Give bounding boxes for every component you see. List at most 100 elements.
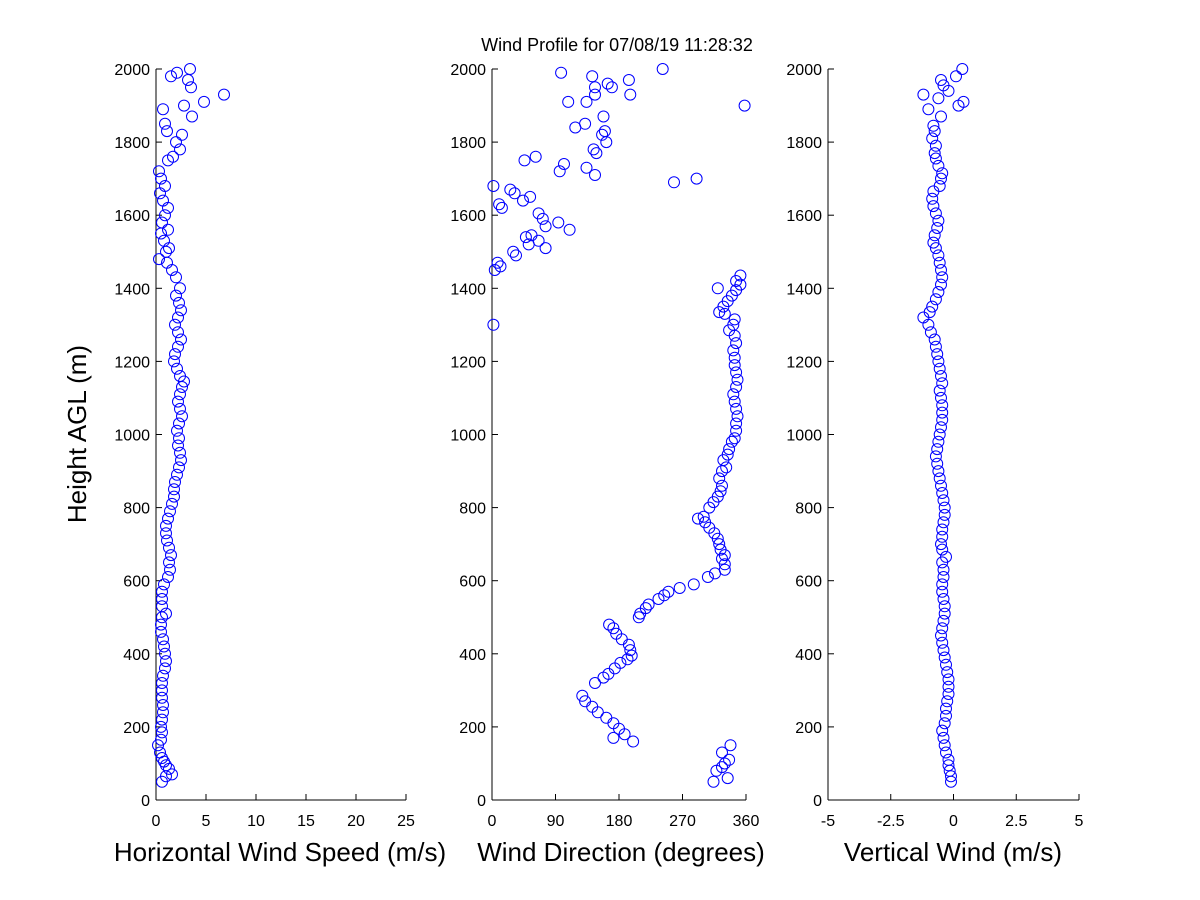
data-point [727, 344, 740, 357]
y-tick-label: 1000 [786, 428, 822, 445]
data-point [730, 366, 743, 379]
data-point [605, 81, 618, 94]
x-tick-label: 0 [152, 813, 161, 830]
data-point [589, 88, 601, 101]
data-point [162, 571, 174, 583]
data-point [175, 333, 187, 346]
data-point [940, 709, 952, 722]
data-point [929, 450, 942, 463]
x-tick-label: 270 [669, 813, 696, 830]
data-point [158, 234, 170, 247]
data-point [576, 689, 589, 702]
y-tick-label: 400 [459, 647, 486, 664]
y-tick-label: 600 [123, 574, 150, 591]
data-point [155, 618, 167, 631]
y-tick-label: 800 [123, 501, 150, 518]
data-point [936, 636, 949, 649]
data-point [155, 733, 167, 746]
data-point [587, 143, 600, 156]
data-point [662, 585, 675, 598]
data-point [494, 260, 507, 273]
data-point [580, 161, 593, 174]
y-tick-label: 1600 [114, 208, 150, 225]
data-point [517, 194, 529, 207]
data-point [933, 384, 946, 397]
data-point [720, 461, 733, 474]
y-tick-label: 1600 [786, 208, 822, 225]
data-point [157, 194, 169, 207]
data-point [173, 417, 185, 430]
y-tick-label: 200 [795, 720, 822, 737]
x-tick-label: 360 [733, 813, 760, 830]
data-point [488, 264, 501, 276]
data-point [154, 746, 166, 759]
data-point [931, 222, 944, 234]
y-tick-label: 2000 [450, 62, 486, 79]
data-point [171, 362, 183, 375]
data-point [166, 768, 178, 781]
data-point [917, 88, 930, 101]
y-tick-label: 600 [795, 574, 822, 591]
data-point [562, 95, 575, 108]
data-point [656, 63, 669, 75]
data-point [928, 125, 941, 138]
data-point [933, 428, 946, 441]
panel-wind-direction: Wind Direction (degrees) 0 200 400 600 800 10… [450, 62, 764, 867]
data-point [563, 223, 576, 236]
data-point [622, 74, 635, 86]
data-point [692, 512, 704, 525]
data-point [156, 677, 168, 689]
data-point [936, 530, 949, 543]
data-point [621, 653, 634, 666]
data-point [927, 200, 940, 213]
data-point [172, 439, 184, 452]
x-axis-label-horizontal-wind-speed: Horizontal Wind Speed (m/s) [114, 837, 446, 867]
data-point [728, 351, 741, 364]
data-point [507, 245, 520, 258]
data-point [172, 311, 184, 324]
data-point [610, 627, 623, 640]
data-point [935, 391, 947, 404]
data-point [928, 147, 941, 160]
data-point [727, 388, 740, 401]
data-point [508, 187, 521, 200]
data-point [938, 607, 951, 620]
data-point [933, 362, 946, 375]
x-tick-label: 5 [1075, 813, 1084, 830]
data-point [624, 644, 637, 657]
data-point [161, 534, 173, 547]
data-point [713, 538, 726, 551]
data-point [718, 307, 731, 320]
data-point [487, 318, 500, 331]
data-point [942, 688, 955, 700]
data-point [171, 468, 183, 481]
data-point [163, 541, 175, 554]
data-point [166, 497, 178, 510]
data-point [155, 172, 167, 185]
x-tick-label: -2.5 [877, 813, 905, 830]
x-tick-label: 0 [488, 813, 497, 830]
y-tick-label: 2000 [114, 62, 150, 79]
data-point [155, 720, 167, 733]
data-point [178, 99, 190, 112]
data-point [935, 172, 947, 185]
data-point [942, 759, 955, 772]
data-point [716, 746, 728, 759]
x-axis-label-vertical-wind: Vertical Wind (m/s) [844, 837, 1062, 867]
data-point [725, 435, 738, 448]
data-point [942, 673, 955, 686]
data-point [936, 724, 949, 737]
data-point [155, 625, 167, 638]
data-point [156, 593, 168, 605]
data-point [153, 165, 165, 178]
data-point [157, 699, 169, 711]
data-point [730, 402, 743, 415]
data-point [175, 304, 187, 317]
data-point [932, 465, 945, 478]
data-point [926, 192, 939, 205]
data-point [936, 167, 949, 180]
data-point [940, 746, 952, 759]
x-tick-label: 5 [202, 813, 211, 830]
data-point [928, 333, 941, 346]
